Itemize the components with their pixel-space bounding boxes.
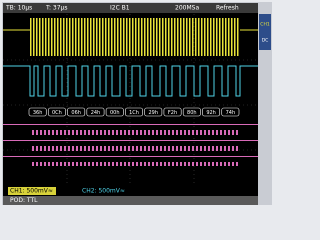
decode-label: 1Ch [129,110,139,116]
bus: I2C B1 [110,5,130,12]
ch1-scale[interactable]: CH1: 500mV≈ [10,188,53,195]
decode-row: 36h 0Ch 06h 24h 00h 1Ch 29h F2h 80h 92h 74h [28,107,240,117]
decode-frame [86,107,105,117]
timebase: TB: 10µs [5,5,32,12]
decode-frame [221,107,240,117]
side-coupling[interactable]: DC [262,38,269,44]
decode-frame [47,107,66,117]
decode-label: 92h [206,110,216,116]
decode-label: 29h [149,110,159,116]
decode-frame [163,107,182,117]
decode-label: 06h [71,110,81,116]
pod-setting[interactable]: POD: TTL [10,197,38,204]
decode-frame [144,107,163,117]
decode-frame [67,107,86,117]
decode-label: 80h [187,110,197,116]
pod-bar [3,196,258,205]
ch2-waveform [3,65,258,97]
decode-label: 00h [110,110,120,116]
digital-channels [3,124,258,166]
ch2-scale[interactable]: CH2: 500mV≈ [82,188,125,195]
ch1-badge[interactable] [8,187,56,195]
ch1-waveform [30,18,240,56]
acq-mode: Refresh [216,5,239,12]
side-panel[interactable] [259,14,271,50]
decode-frame [202,107,221,117]
decode-label: F2h [168,110,177,116]
trigger-time: T: 37µs [45,5,68,12]
decode-frame [125,107,143,117]
decode-frame [105,107,124,117]
sample-rate: 200MSa [175,5,199,12]
decode-label: 0Ch [52,110,62,116]
oscilloscope-screen: TB: 10µs T: 37µs I2C B1 200MSa Refresh 3… [2,2,272,205]
decode-label: 74h [226,110,236,116]
decode-label: 36h [33,110,43,116]
decode-frame [182,107,201,117]
decode-label: 24h [91,110,101,116]
side-channel[interactable]: CH1 [260,22,270,28]
status-bar [3,3,258,13]
decode-frame [28,107,47,117]
